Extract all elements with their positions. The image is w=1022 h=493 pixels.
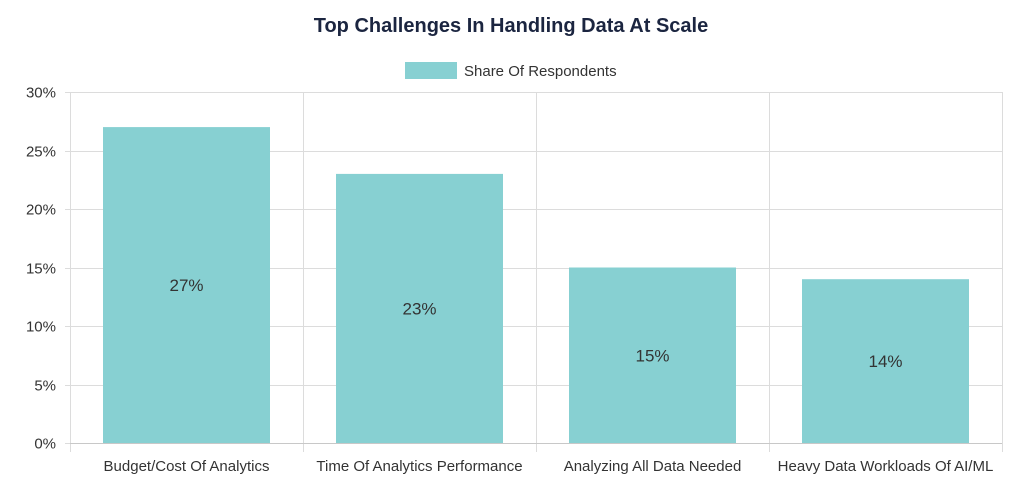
x-tick-label: Time Of Analytics Performance bbox=[316, 458, 522, 475]
y-tick-label: 20% bbox=[26, 202, 56, 219]
y-tick-label: 15% bbox=[26, 261, 56, 278]
y-tick-label: 5% bbox=[34, 378, 56, 395]
chart-title: Top Challenges In Handling Data At Scale bbox=[314, 15, 709, 37]
legend-swatch bbox=[405, 62, 457, 79]
y-tick-label: 30% bbox=[26, 85, 56, 102]
bar[interactable] bbox=[569, 267, 736, 444]
bar[interactable] bbox=[802, 279, 969, 443]
bar[interactable] bbox=[336, 173, 503, 443]
bar-value-label: 23% bbox=[402, 299, 436, 318]
x-axis-ticks: Budget/Cost Of Analytics Time Of Analytic… bbox=[104, 458, 994, 475]
bars bbox=[103, 127, 969, 443]
x-tick-label: Budget/Cost Of Analytics bbox=[104, 458, 270, 475]
y-tick-label: 0% bbox=[34, 436, 56, 453]
x-tick-label: Heavy Data Workloads Of AI/ML bbox=[778, 458, 994, 475]
bar-value-label: 14% bbox=[868, 352, 902, 371]
x-tick-label: Analyzing All Data Needed bbox=[564, 458, 742, 475]
legend-label: Share Of Respondents bbox=[464, 63, 617, 80]
y-axis-ticks: 0% 5% 10% 15% 20% 25% 30% bbox=[26, 85, 56, 453]
y-tick-label: 10% bbox=[26, 319, 56, 336]
y-tick-label: 25% bbox=[26, 144, 56, 161]
legend[interactable]: Share Of Respondents bbox=[405, 62, 617, 80]
bar[interactable] bbox=[103, 127, 270, 443]
bar-value-label: 15% bbox=[635, 346, 669, 365]
value-labels: 27% 23% 15% 14% bbox=[169, 276, 902, 371]
bar-value-label: 27% bbox=[169, 276, 203, 295]
